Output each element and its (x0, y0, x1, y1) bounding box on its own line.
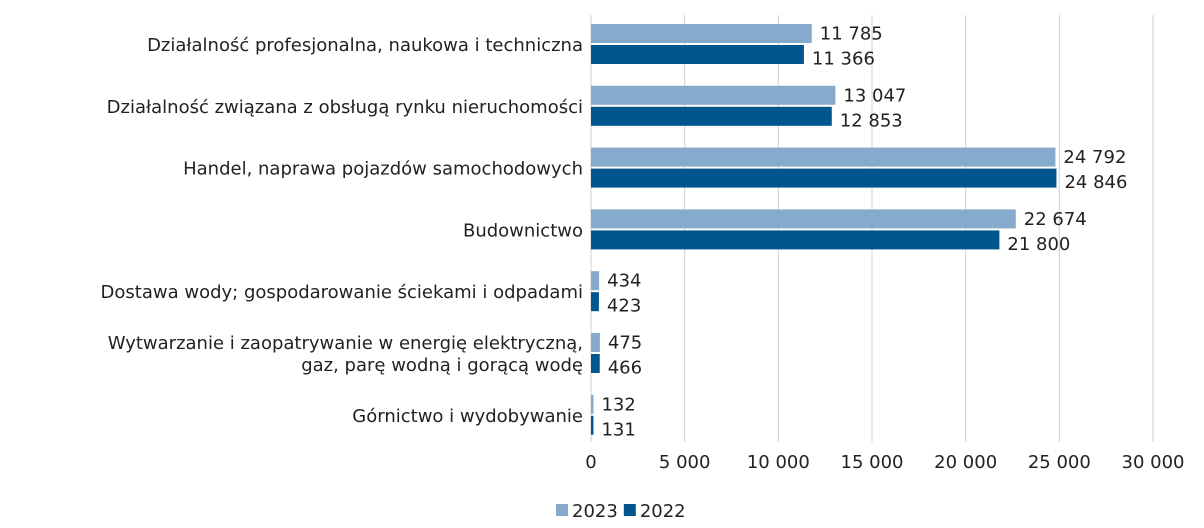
x-tick-label: 15 000 (841, 452, 904, 473)
legend-swatch (623, 504, 636, 516)
category-label: Działalność profesjonalna, naukowa i tec… (147, 35, 583, 56)
bar (591, 106, 832, 126)
value-label: 24 846 (1064, 172, 1127, 193)
bar (591, 24, 812, 43)
value-label: 13 047 (843, 85, 906, 106)
bar (591, 354, 600, 373)
legend-swatch (556, 504, 568, 516)
value-label: 132 (601, 394, 635, 415)
value-label: 475 (608, 333, 642, 354)
category-label: Wytwarzanie i zaopatrywanie w energię el… (108, 333, 583, 376)
x-tick-label: 25 000 (1028, 452, 1091, 473)
value-label: 131 (601, 419, 635, 440)
value-label: 21 800 (1007, 234, 1070, 255)
value-label: 466 (608, 358, 642, 379)
category-label: Handel, naprawa pojazdów samochodowych (183, 159, 583, 180)
legend-label: 2023 (572, 501, 618, 522)
legend-label: 2022 (640, 501, 686, 522)
bar (591, 209, 1016, 229)
x-tick-label: 30 000 (1122, 452, 1185, 473)
category-label: Górnictwo i wydobywanie (352, 406, 583, 427)
category-label: Dostawa wody; gospodarowanie ściekami i … (101, 282, 583, 303)
bar (591, 45, 804, 64)
value-label: 11 366 (812, 49, 875, 70)
bar (591, 415, 594, 435)
value-label: 11 785 (820, 24, 883, 45)
bar (591, 85, 836, 105)
value-label: 434 (607, 271, 641, 292)
bar (591, 271, 600, 291)
value-label: 423 (607, 296, 641, 317)
value-label: 22 674 (1024, 209, 1087, 230)
bar (591, 292, 599, 312)
bar (591, 394, 594, 414)
x-tick-label: 10 000 (747, 452, 810, 473)
bar (591, 333, 600, 352)
value-label: 24 792 (1063, 147, 1126, 168)
bar (591, 230, 1000, 250)
value-label: 12 853 (840, 110, 903, 131)
bar (591, 168, 1057, 188)
x-tick-label: 5 000 (659, 452, 711, 473)
x-tick-label: 20 000 (934, 452, 997, 473)
category-label: Działalność związana z obsługą rynku nie… (107, 97, 583, 118)
bar (591, 147, 1056, 167)
category-label: Budownictwo (463, 220, 583, 241)
x-tick-label: 0 (585, 452, 596, 473)
